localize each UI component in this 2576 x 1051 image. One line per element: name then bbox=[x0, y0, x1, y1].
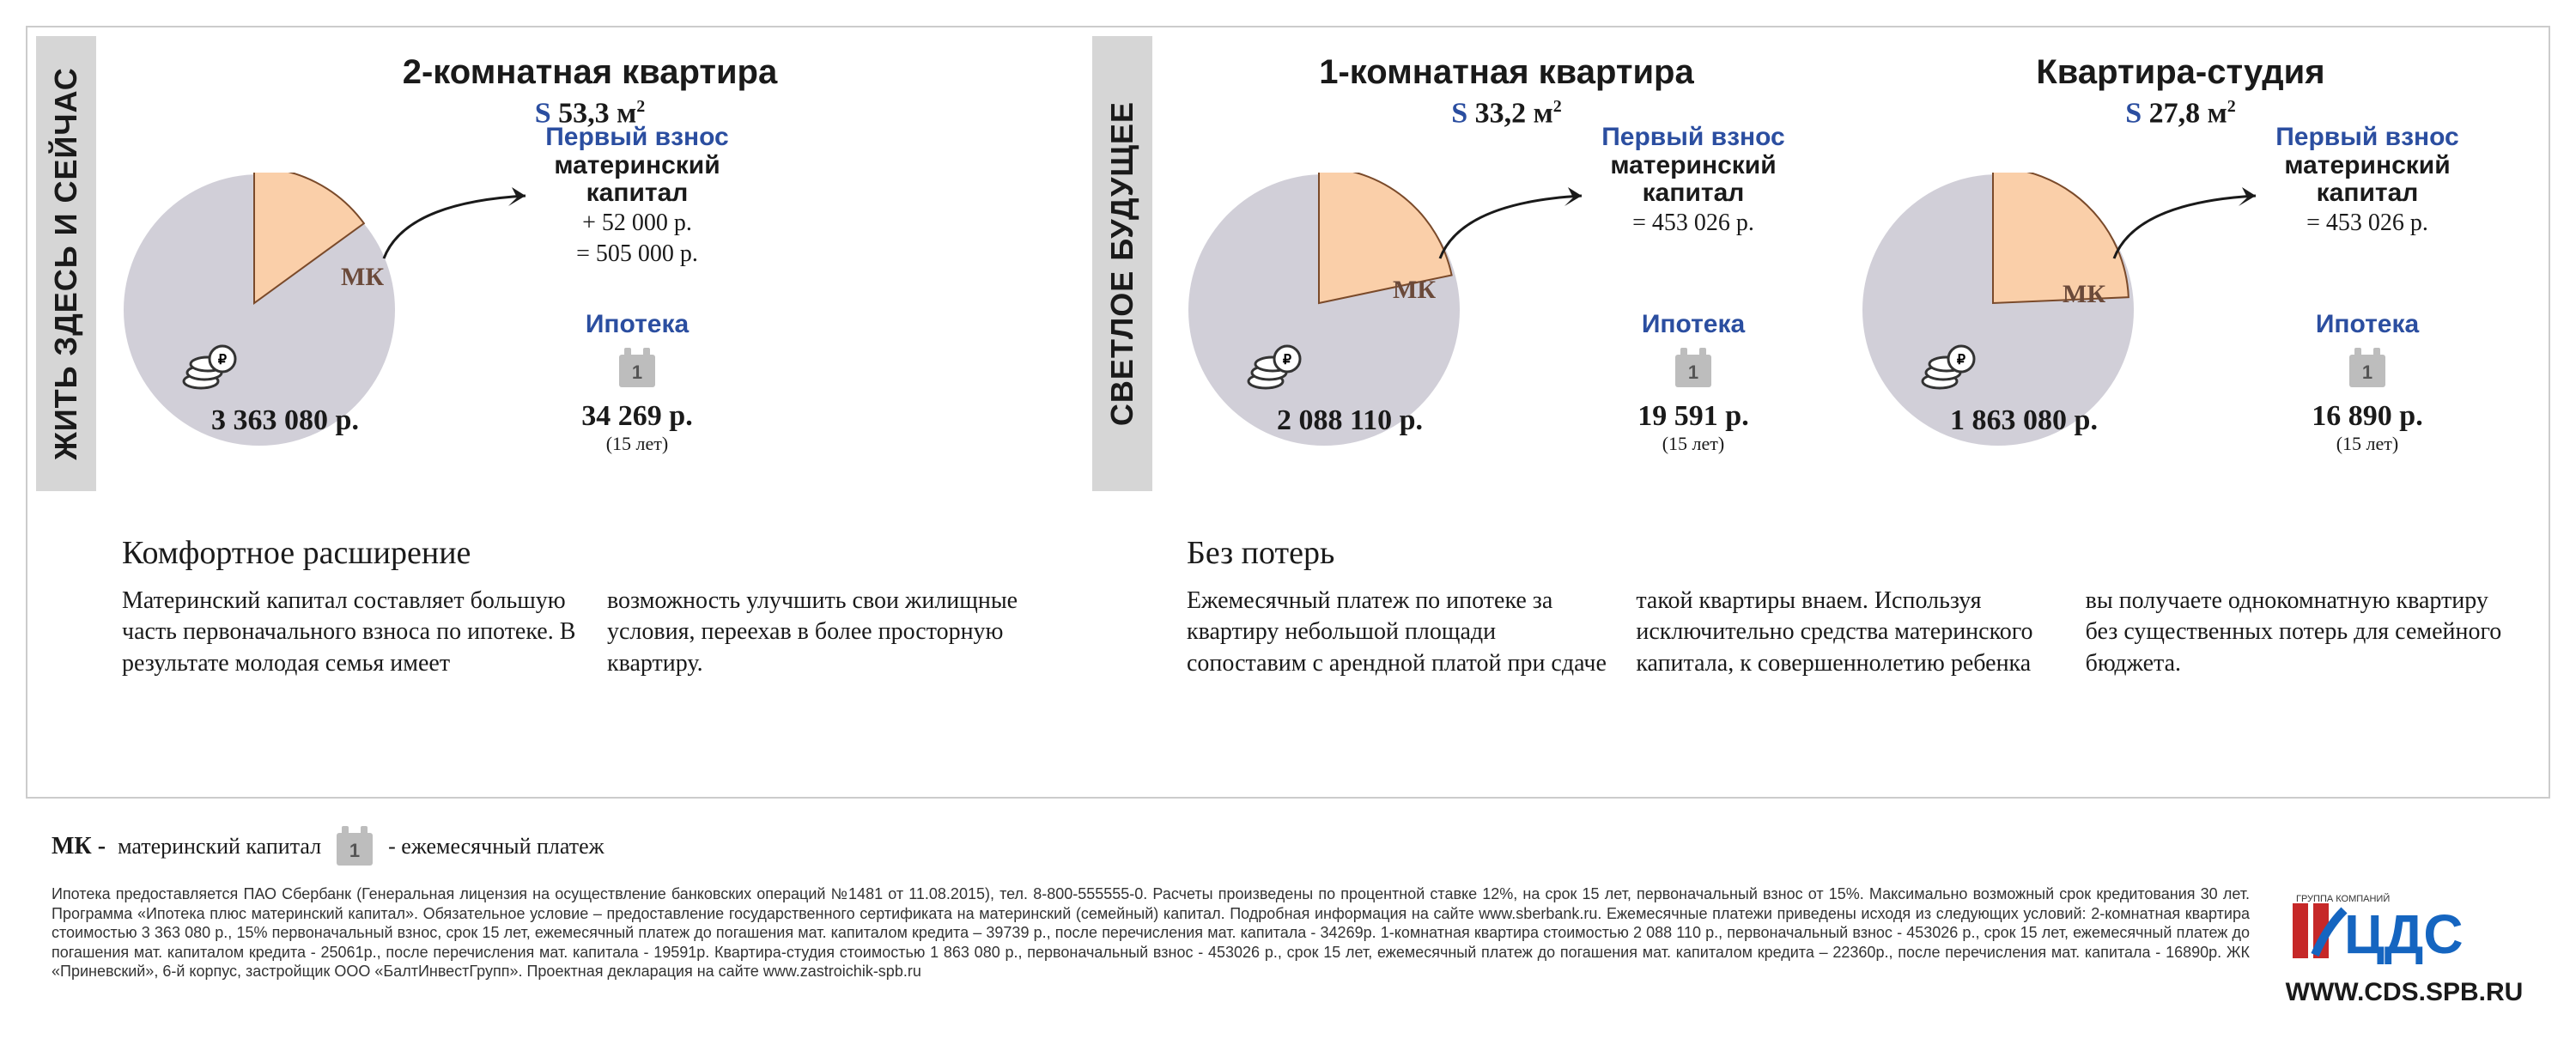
subheading-right: Без потерь bbox=[1187, 534, 1334, 572]
info-heading: Первый взнос bbox=[1582, 123, 1805, 152]
panel-viz: МК ₽ 1 863 080 р. Первый взнос bbox=[1852, 138, 2509, 507]
legend-mk-abbr: МК - bbox=[52, 833, 106, 860]
body-left: Материнский капитал состав­ляет большую … bbox=[122, 586, 1066, 679]
panel-studio: Квартира-студия S 27,8 м2 МК bbox=[1852, 53, 2509, 507]
legend-mk-text: материнский капитал bbox=[118, 834, 321, 860]
svg-text:₽: ₽ bbox=[1957, 353, 1965, 368]
panel-title: 2-комнатная квартира bbox=[113, 53, 1066, 92]
main-frame: ЖИТЬ ЗДЕСЬ И СЕЙЧАС 2-комнатная квартира… bbox=[26, 26, 2550, 799]
cds-logo-icon: ГРУППА КОМПАНИЙ ЦДС bbox=[2293, 893, 2516, 969]
info-mortgage: Ипотека 1 19 591 р. (15 лет) bbox=[1582, 310, 1805, 455]
svg-text:1: 1 bbox=[632, 361, 642, 383]
mk-slice-label: МК bbox=[341, 263, 384, 292]
subheading-left: Комфортное расширение bbox=[122, 534, 471, 572]
coins-icon: ₽ bbox=[1921, 340, 1981, 392]
info-mortgage: Ипотека 1 16 890 р. (15 лет) bbox=[2256, 310, 2479, 455]
calendar-icon: 1 bbox=[2346, 346, 2389, 391]
section-future: СВЕТЛОЕ БУДУЩЕЕ 1-комнатная квартира S 3… bbox=[1092, 27, 2535, 797]
calendar-icon: 1 bbox=[1672, 346, 1715, 391]
area-sup: 2 bbox=[2227, 97, 2236, 116]
section-label-left-text: ЖИТЬ ЗДЕСЬ И СЕЙЧАС bbox=[48, 67, 84, 460]
panel-viz: МК ₽ 3 363 080 р. Первый взнос bbox=[113, 138, 1066, 507]
arrow-icon bbox=[1436, 185, 1599, 271]
panel-viz: МК ₽ 2 088 110 р. Первый взнос bbox=[1178, 138, 1835, 507]
logo-name: ЦДС bbox=[2344, 903, 2464, 965]
body-right: Ежемесячный платеж по ипо­теке за кварти… bbox=[1187, 586, 2509, 679]
coins-icon: ₽ bbox=[182, 340, 242, 392]
mortgage-term: (15 лет) bbox=[2256, 433, 2479, 455]
svg-text:1: 1 bbox=[2362, 361, 2372, 383]
info-heading: Первый взнос bbox=[526, 123, 749, 152]
mk-slice-label: МК bbox=[1393, 276, 1436, 305]
info-first-payment: Первый взнос материнский капитал + 52 00… bbox=[526, 123, 749, 268]
info-first-payment: Первый взнос материнский капитал = 453 0… bbox=[1582, 123, 1805, 237]
logo-block: ГРУППА КОМПАНИЙ ЦДС WWW.CDS.SPB.RU bbox=[2267, 893, 2542, 1007]
section-label-right-text: СВЕТЛОЕ БУДУЩЕЕ bbox=[1104, 101, 1140, 426]
arrow-icon bbox=[380, 185, 543, 271]
monthly-payment: 19 591 р. bbox=[1582, 400, 1805, 433]
section-live-now: ЖИТЬ ЗДЕСЬ И СЕЙЧАС 2-комнатная квартира… bbox=[27, 27, 1092, 797]
price: 2 088 110 р. bbox=[1230, 404, 1470, 437]
legend: МК - материнский капитал 1 - ежемесячный… bbox=[52, 824, 605, 869]
monthly-payment: 16 890 р. bbox=[2256, 400, 2479, 433]
mortgage-heading: Ипотека bbox=[2256, 310, 2479, 339]
panels-left: 2-комнатная квартира S 53,3 м2 МК bbox=[113, 53, 1066, 507]
info-sub: материнский капитал bbox=[1582, 152, 1805, 206]
panel-title: Квартира-студия bbox=[1852, 53, 2509, 92]
area-s-label: S bbox=[1451, 97, 1467, 129]
section-label-right: СВЕТЛОЕ БУДУЩЕЕ bbox=[1092, 36, 1152, 491]
price: 1 863 080 р. bbox=[1904, 404, 2144, 437]
area-sup: 2 bbox=[1553, 97, 1562, 116]
info-sub: материнский капитал bbox=[2256, 152, 2479, 206]
price: 3 363 080 р. bbox=[165, 404, 405, 437]
info-line-0: = 453 026 р. bbox=[1582, 210, 1805, 237]
info-line-0: + 52 000 р. bbox=[526, 210, 749, 237]
panel-2room: 2-комнатная квартира S 53,3 м2 МК bbox=[113, 53, 1066, 507]
area-sup: 2 bbox=[636, 97, 645, 116]
calendar-icon: 1 bbox=[616, 346, 659, 391]
info-mortgage: Ипотека 1 34 269 р. (15 лет) bbox=[526, 310, 749, 455]
calendar-icon: 1 bbox=[333, 824, 376, 869]
mortgage-term: (15 лет) bbox=[1582, 433, 1805, 455]
panel-title: 1-комнатная квартира bbox=[1178, 53, 1835, 92]
legend-cal-text: - ежемесячный платеж bbox=[388, 834, 605, 860]
info-sub: материнский капитал bbox=[526, 152, 749, 206]
monthly-payment: 34 269 р. bbox=[526, 400, 749, 433]
area-value: 27,8 м bbox=[2149, 97, 2227, 129]
info-heading: Первый взнос bbox=[2256, 123, 2479, 152]
svg-text:1: 1 bbox=[349, 840, 360, 861]
info-first-payment: Первый взнос материнский капитал = 453 0… bbox=[2256, 123, 2479, 237]
calendar-icon-wrap: 1 bbox=[526, 346, 749, 395]
coins-icon: ₽ bbox=[1247, 340, 1307, 392]
mk-slice-label: МК bbox=[2063, 280, 2105, 309]
panel-1room: 1-комнатная квартира S 33,2 м2 МК bbox=[1178, 53, 1835, 507]
panels-right: 1-комнатная квартира S 33,2 м2 МК bbox=[1178, 53, 2509, 507]
area-value: 33,2 м bbox=[1475, 97, 1553, 129]
section-label-left: ЖИТЬ ЗДЕСЬ И СЕЙЧАС bbox=[36, 36, 96, 491]
area-s-label: S bbox=[2125, 97, 2142, 129]
info-line-0: = 453 026 р. bbox=[2256, 210, 2479, 237]
svg-text:1: 1 bbox=[1688, 361, 1698, 383]
mortgage-heading: Ипотека bbox=[1582, 310, 1805, 339]
arrow-icon bbox=[2110, 185, 2273, 271]
mortgage-heading: Ипотека bbox=[526, 310, 749, 339]
calendar-icon-wrap: 1 bbox=[2256, 346, 2479, 395]
mortgage-term: (15 лет) bbox=[526, 433, 749, 455]
svg-text:₽: ₽ bbox=[218, 353, 227, 368]
svg-text:₽: ₽ bbox=[1283, 353, 1291, 368]
fineprint: Ипотека предоставляется ПАО Сбербанк (Ге… bbox=[52, 884, 2250, 981]
logo-url: WWW.CDS.SPB.RU bbox=[2267, 978, 2542, 1007]
info-line-1: = 505 000 р. bbox=[526, 240, 749, 268]
calendar-icon-wrap: 1 bbox=[1582, 346, 1805, 395]
